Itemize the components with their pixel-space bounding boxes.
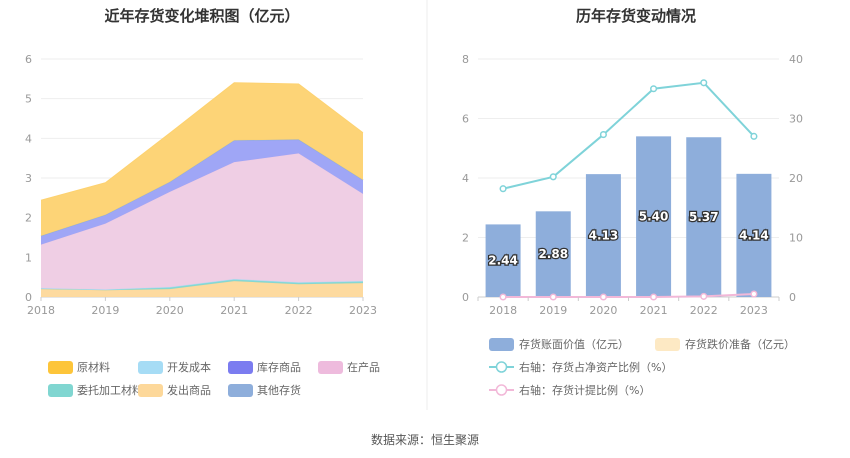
left-y-tick-label: 6 [25, 53, 32, 66]
right-bar-labels: 2.44 2.88 4.13 5.40 5.37 4.14 [487, 208, 770, 269]
line-point [750, 290, 758, 298]
right-y-tick-label: 6 [462, 113, 469, 126]
line-point [700, 292, 708, 300]
line-point [750, 132, 758, 140]
left-x-tick-label: 2021 [220, 304, 248, 317]
right-grid [478, 58, 779, 298]
area-6 [41, 82, 363, 236]
bar-value-label: 4.14 [739, 228, 769, 242]
legend-marker [495, 384, 508, 396]
right-y2-tick-label: 10 [789, 232, 803, 245]
legend-marker [495, 361, 508, 373]
bar-inventory [686, 137, 722, 297]
right-x-axis: 2018 2019 2020 2021 2022 2023 [477, 297, 780, 317]
left-y-tick-label: 5 [25, 93, 32, 106]
left-chart-title: 近年存货变化堆积图（亿元） [104, 7, 299, 25]
right-bar-series [485, 136, 772, 297]
right-x-tick-label: 2022 [690, 304, 718, 317]
right-y2-tick-label: 0 [789, 291, 796, 304]
area-3 [41, 153, 363, 290]
legend-label: 存货账面价值（亿元） [519, 337, 629, 351]
bar-value-label: 4.13 [589, 229, 619, 243]
legend-label: 右轴：存货计提比例（%） [519, 383, 650, 397]
left-x-axis: 2018 2019 2020 2021 2022 2023 [27, 297, 377, 317]
left-x-tick-label: 2023 [349, 304, 377, 317]
right-y-tick-label: 8 [462, 53, 469, 66]
legend-swatch [48, 384, 73, 397]
line-point [499, 293, 507, 301]
legend-label: 存货跌价准备（亿元） [685, 337, 795, 351]
right-legend: 存货账面价值（亿元） 存货跌价准备（亿元） 右轴：存货占净资产比例（%） 右轴：存货计… [489, 337, 795, 397]
legend-label: 委托加工材料 [77, 383, 143, 397]
line-point [700, 79, 708, 87]
left-y-axis: 0 1 2 3 4 5 6 [25, 53, 32, 304]
right-x-tick-label: 2021 [640, 304, 668, 317]
bar-value-label: 5.37 [689, 210, 719, 224]
legend-swatch [138, 361, 163, 374]
legend-swatch [228, 361, 253, 374]
right-y-tick-label: 0 [462, 291, 469, 304]
right-y-tick-label: 4 [462, 172, 469, 185]
legend-swatch [318, 361, 343, 374]
legend-swatch [138, 384, 163, 397]
legend-swatch [489, 338, 514, 351]
right-x-tick-label: 2019 [539, 304, 567, 317]
right-y-axis-right: 0 10 20 30 40 [789, 53, 803, 304]
left-x-tick-label: 2018 [27, 304, 55, 317]
left-x-tick-label: 2020 [156, 304, 184, 317]
bar-inventory [736, 173, 772, 297]
line-point [499, 185, 507, 193]
legend-label: 其他存货 [257, 383, 301, 397]
right-y2-tick-label: 40 [789, 53, 803, 66]
bar-value-label: 2.44 [488, 254, 518, 268]
legend-label: 发出商品 [167, 383, 211, 397]
bar-inventory [535, 211, 571, 297]
legend-swatch [228, 384, 253, 397]
line-series-0 [502, 81, 755, 190]
area-0 [41, 281, 363, 297]
left-x-tick-label: 2019 [91, 304, 119, 317]
line-point [599, 131, 607, 139]
bar-inventory [485, 224, 521, 297]
left-area-series [40, 82, 364, 297]
right-y-axis-left: 0 2 4 6 8 [462, 53, 469, 304]
left-x-tick-label: 2022 [285, 304, 313, 317]
data-source: 数据来源：恒生聚源 [371, 432, 479, 447]
right-x-tick-label: 2018 [489, 304, 517, 317]
line-point [650, 85, 658, 93]
right-chart-title: 历年存货变动情况 [576, 7, 696, 25]
line-point [650, 293, 658, 301]
right-y-tick-label: 2 [462, 232, 469, 245]
legend-swatch [655, 338, 680, 351]
line-point [549, 293, 557, 301]
legend-label: 右轴：存货占净资产比例（%） [519, 360, 672, 374]
legend-label: 在产品 [347, 360, 380, 374]
left-y-tick-label: 1 [25, 251, 32, 264]
left-y-tick-label: 3 [25, 172, 32, 185]
area-4 [41, 139, 363, 245]
left-y-tick-label: 0 [25, 291, 32, 304]
line-point [549, 173, 557, 181]
legend-swatch [48, 361, 73, 374]
bar-value-label: 5.40 [639, 210, 669, 224]
bar-inventory [636, 136, 672, 297]
right-x-tick-label: 2020 [589, 304, 617, 317]
left-y-tick-label: 2 [25, 212, 32, 225]
area-edge-6 [40, 82, 364, 201]
bar-inventory [585, 174, 621, 297]
legend-label: 开发成本 [167, 360, 211, 374]
legend-label: 库存商品 [257, 360, 301, 374]
right-y2-tick-label: 30 [789, 113, 803, 126]
bar-value-label: 2.88 [538, 247, 568, 261]
right-x-tick-label: 2023 [740, 304, 768, 317]
right-y2-tick-label: 20 [789, 172, 803, 185]
line-point [599, 293, 607, 301]
left-y-tick-label: 4 [25, 132, 32, 145]
legend-label: 原材料 [77, 360, 110, 374]
